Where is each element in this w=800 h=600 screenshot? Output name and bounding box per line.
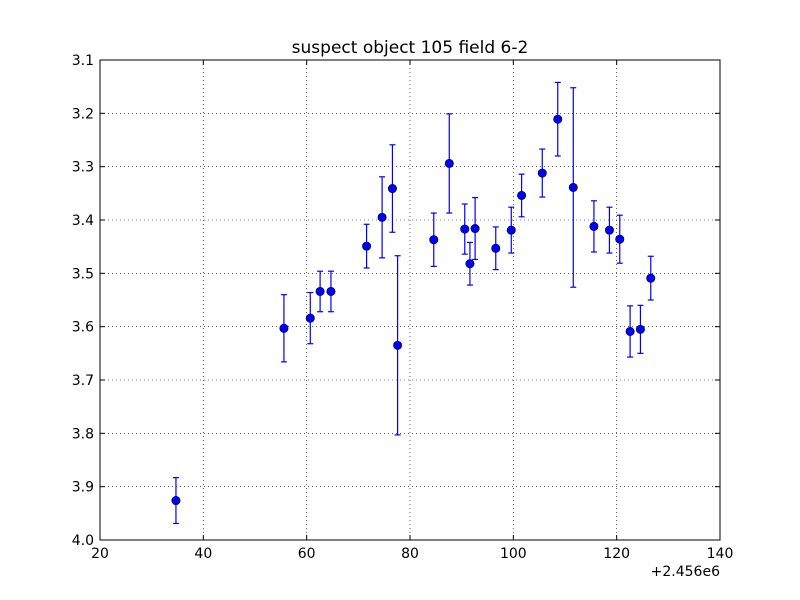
y-tick-label: 3.6 [72, 320, 94, 336]
data-point [568, 182, 578, 192]
y-tick-label: 3.9 [72, 480, 94, 496]
data-point [625, 326, 635, 336]
y-tick-label: 3.8 [72, 426, 94, 442]
data-point [305, 313, 315, 323]
data-point [491, 243, 501, 253]
data-point [377, 212, 387, 222]
data-point [537, 168, 547, 178]
data-point [279, 323, 289, 333]
data-point [460, 224, 470, 234]
x-tick-label: 120 [603, 546, 630, 562]
y-tick-label: 3.5 [72, 266, 94, 282]
data-point [315, 286, 325, 296]
x-tick-label: 100 [500, 546, 527, 562]
data-point [465, 259, 475, 269]
x-tick-label: 20 [91, 546, 109, 562]
x-offset-label: +2.456e6 [651, 564, 720, 580]
axes: 20 40 60 80 100 120 140 3.1 3.2 3.3 3.4 3.5 3.6 3.7 3.… [72, 53, 734, 562]
data-point [615, 234, 625, 244]
y-tick-label: 3.2 [72, 106, 94, 122]
data-point [362, 241, 372, 251]
y-tick-label: 4.0 [72, 533, 94, 549]
data-point [470, 224, 480, 234]
data-point [553, 114, 563, 124]
data-layer [171, 81, 656, 525]
x-tick-label: 60 [298, 546, 316, 562]
y-tick-label: 3.4 [72, 213, 94, 229]
data-point [326, 286, 336, 296]
x-tick-label: 40 [194, 546, 212, 562]
data-point [171, 496, 181, 506]
x-tick-label: 80 [401, 546, 419, 562]
data-point [387, 184, 397, 194]
data-point [589, 221, 599, 231]
data-point [517, 190, 527, 200]
chart-title: suspect object 105 field 6-2 [292, 38, 529, 58]
data-point [506, 225, 516, 235]
y-tick-label: 3.7 [72, 373, 94, 389]
data-point [444, 158, 454, 168]
data-point [393, 340, 403, 350]
y-tick-label: 3.1 [72, 53, 94, 69]
y-tick-label: 3.3 [72, 160, 94, 176]
data-point [429, 235, 439, 245]
data-point [604, 225, 614, 235]
data-point [635, 324, 645, 334]
data-point [646, 273, 656, 283]
x-tick-label: 140 [707, 546, 734, 562]
grid [100, 60, 720, 540]
